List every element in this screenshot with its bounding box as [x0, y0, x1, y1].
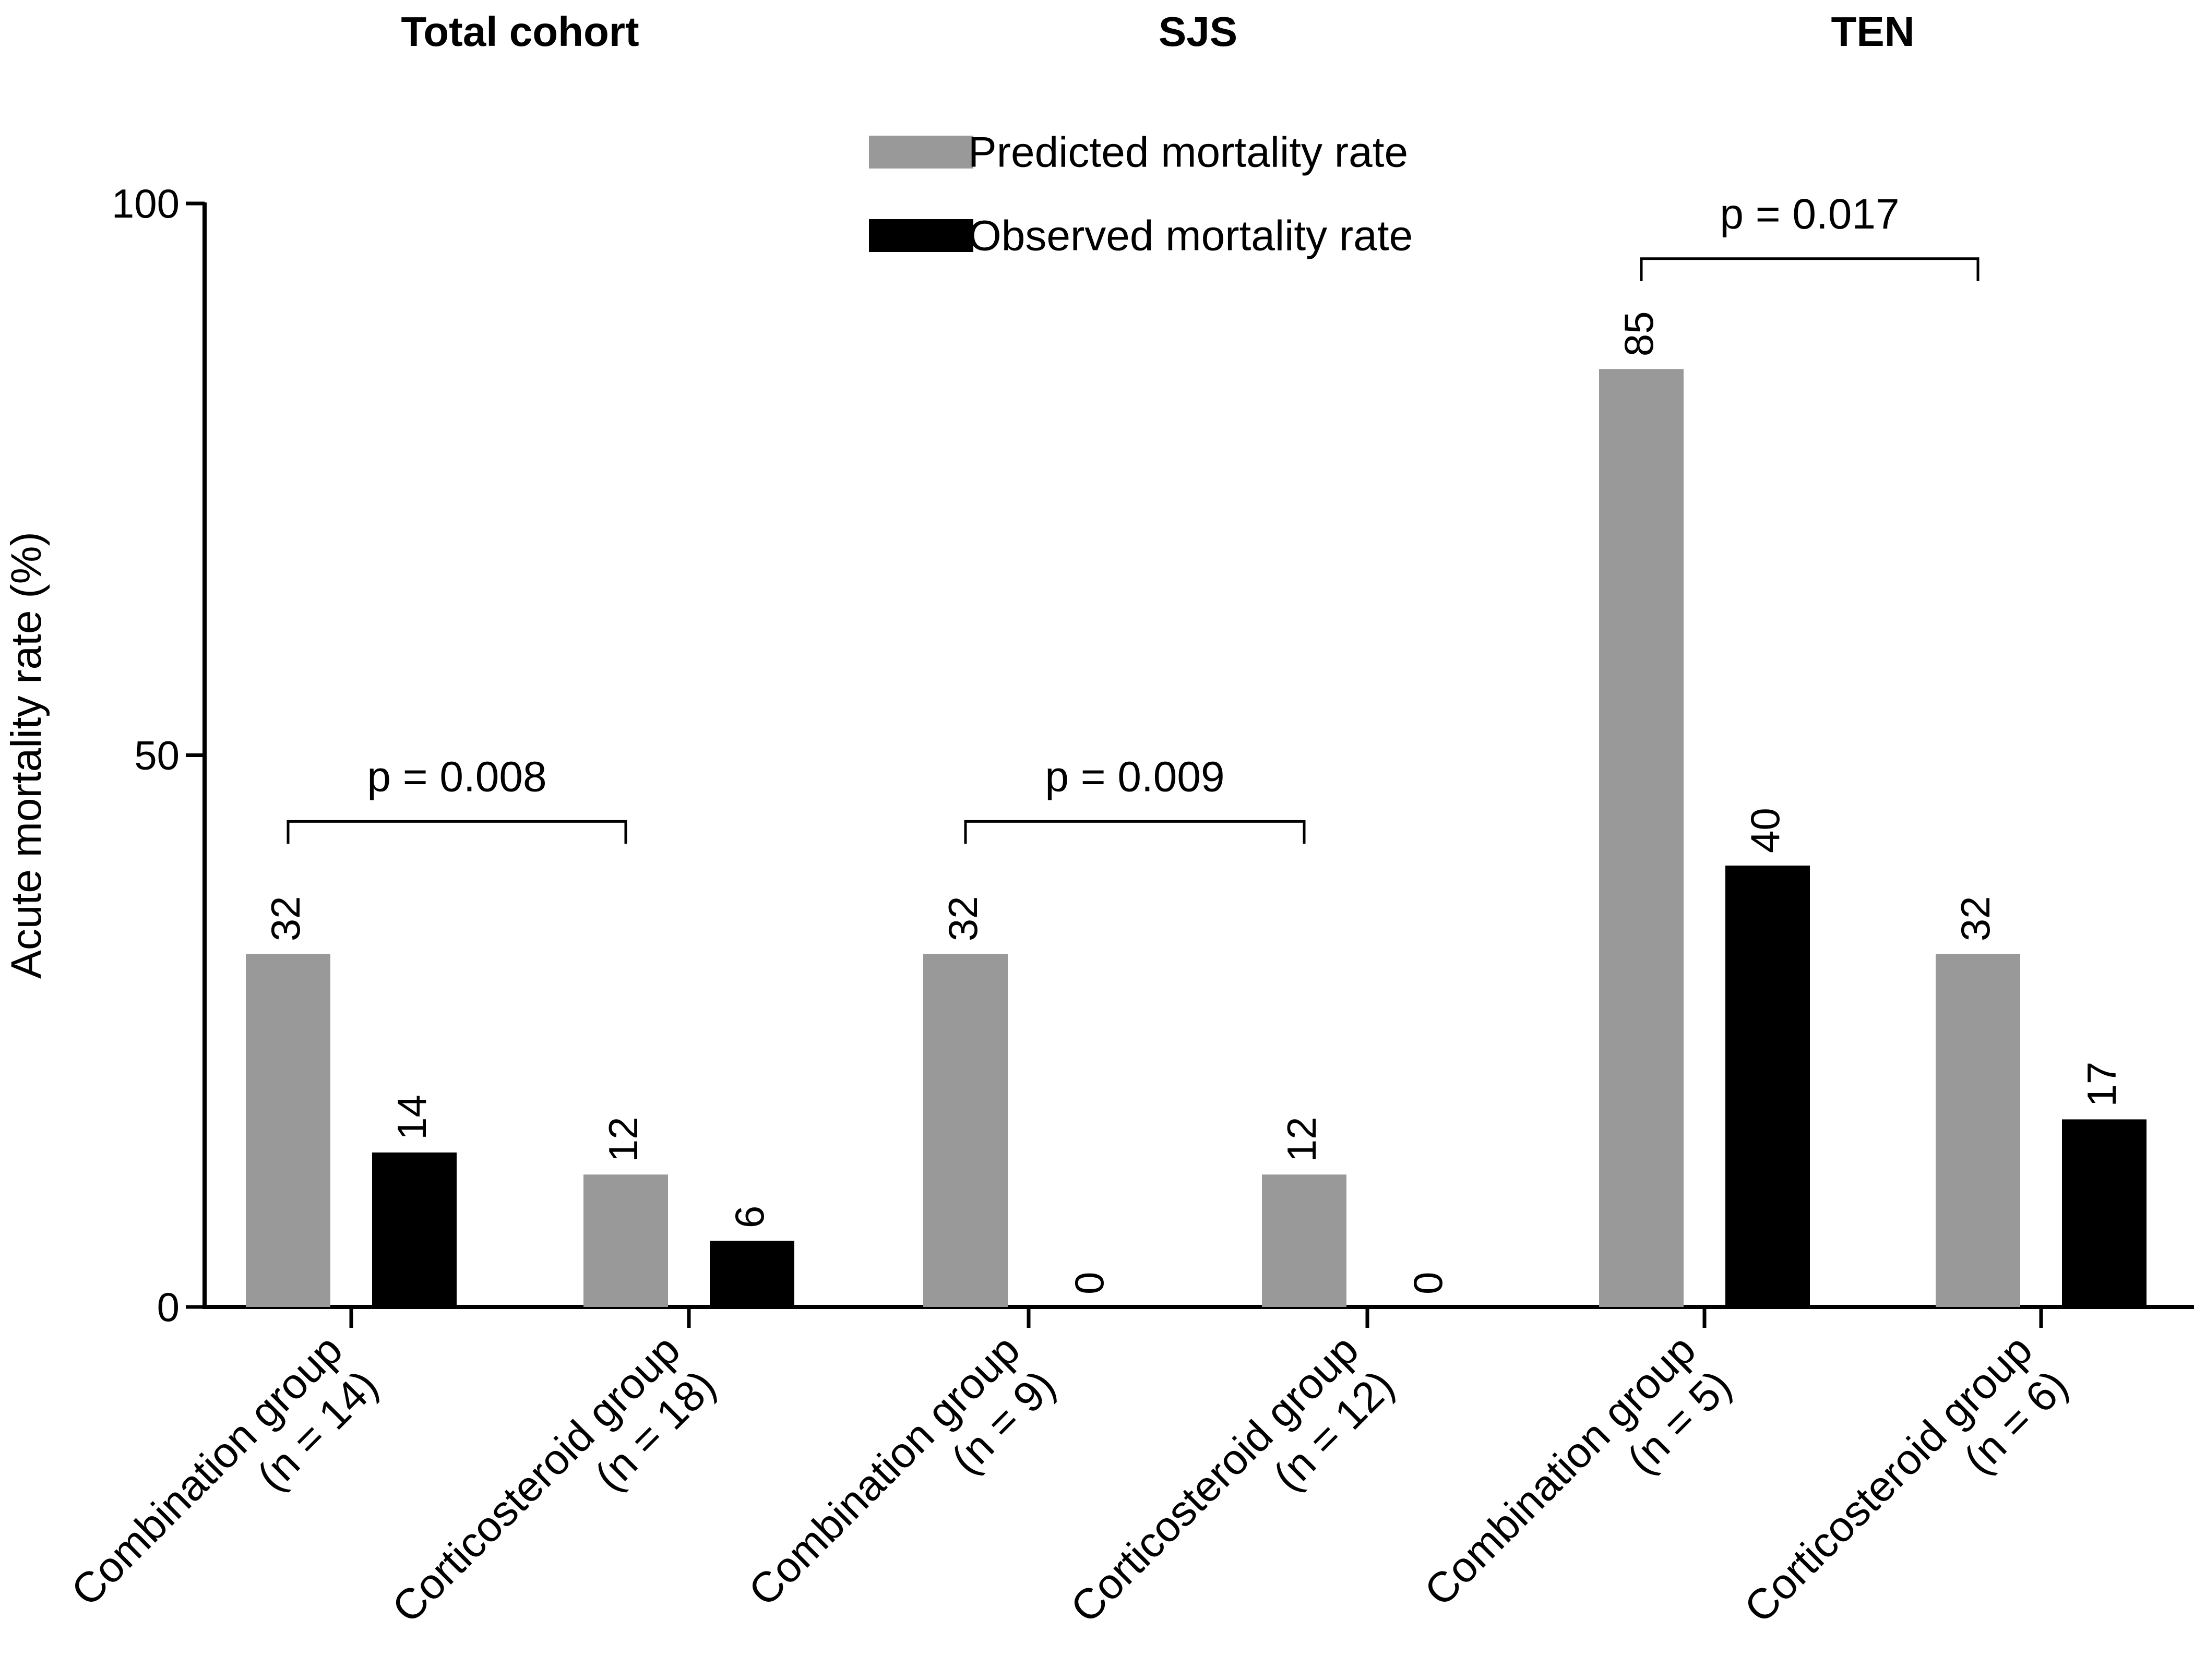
observed-value-label: 17: [2079, 1062, 2125, 1107]
x-category-label: Corticosteroid group(n = 12): [1062, 1326, 1403, 1667]
observed-bar: [710, 1241, 794, 1307]
predicted-bar: [246, 954, 330, 1307]
p-value-label: p = 0.008: [367, 753, 546, 800]
observed-value-label: 0: [1405, 1272, 1451, 1294]
observed-bar: [1725, 866, 1810, 1307]
legend-label: Predicted mortality rate: [968, 129, 1408, 176]
y-tick-label: 100: [112, 181, 180, 226]
x-category-label: Combination group(n = 14): [62, 1326, 387, 1650]
y-tick-label: 0: [157, 1284, 180, 1330]
x-category-label: Corticosteroid group(n = 6): [1735, 1326, 2077, 1667]
panel-title: TEN: [1831, 8, 1915, 55]
p-value-label: p = 0.009: [1045, 753, 1224, 800]
observed-value-label: 6: [726, 1206, 772, 1228]
category-name: Corticosteroid group: [1735, 1326, 2041, 1631]
x-category-label: Combination group(n = 5): [1415, 1326, 1740, 1650]
observed-value-label: 0: [1066, 1272, 1112, 1294]
category-name: Corticosteroid group: [383, 1326, 689, 1631]
x-category-label: Corticosteroid group(n = 18): [383, 1326, 724, 1667]
legend-swatch: [869, 136, 973, 169]
predicted-value-label: 12: [600, 1117, 646, 1162]
predicted-bar: [1599, 369, 1684, 1307]
category-name: Corticosteroid group: [1062, 1326, 1367, 1631]
observed-bar: [2062, 1119, 2147, 1307]
observed-bar: [372, 1152, 457, 1307]
y-tick-label: 50: [134, 733, 180, 778]
predicted-bar: [1262, 1174, 1346, 1307]
predicted-bar: [923, 954, 1008, 1307]
predicted-bar: [1936, 954, 2020, 1307]
predicted-value-label: 32: [1952, 896, 1998, 941]
significance-bracket: [964, 820, 1306, 844]
predicted-value-label: 32: [940, 896, 986, 941]
predicted-value-label: 32: [263, 896, 308, 941]
predicted-value-label: 85: [1616, 311, 1662, 356]
legend-label: Observed mortality rate: [968, 212, 1413, 260]
y-axis-title: Acute mortality rate (%): [3, 532, 50, 979]
predicted-bar: [583, 1174, 668, 1307]
panel-title: SJS: [1159, 8, 1237, 55]
significance-bracket: [287, 820, 627, 844]
x-category-label: Combination group(n = 9): [740, 1326, 1064, 1650]
significance-bracket: [1640, 257, 1980, 281]
p-value-label: p = 0.017: [1720, 190, 1899, 238]
panel-title: Total cohort: [401, 8, 639, 55]
predicted-value-label: 12: [1279, 1117, 1325, 1162]
observed-value-label: 14: [389, 1095, 435, 1140]
legend-swatch: [869, 219, 973, 252]
observed-value-label: 40: [1742, 808, 1788, 853]
